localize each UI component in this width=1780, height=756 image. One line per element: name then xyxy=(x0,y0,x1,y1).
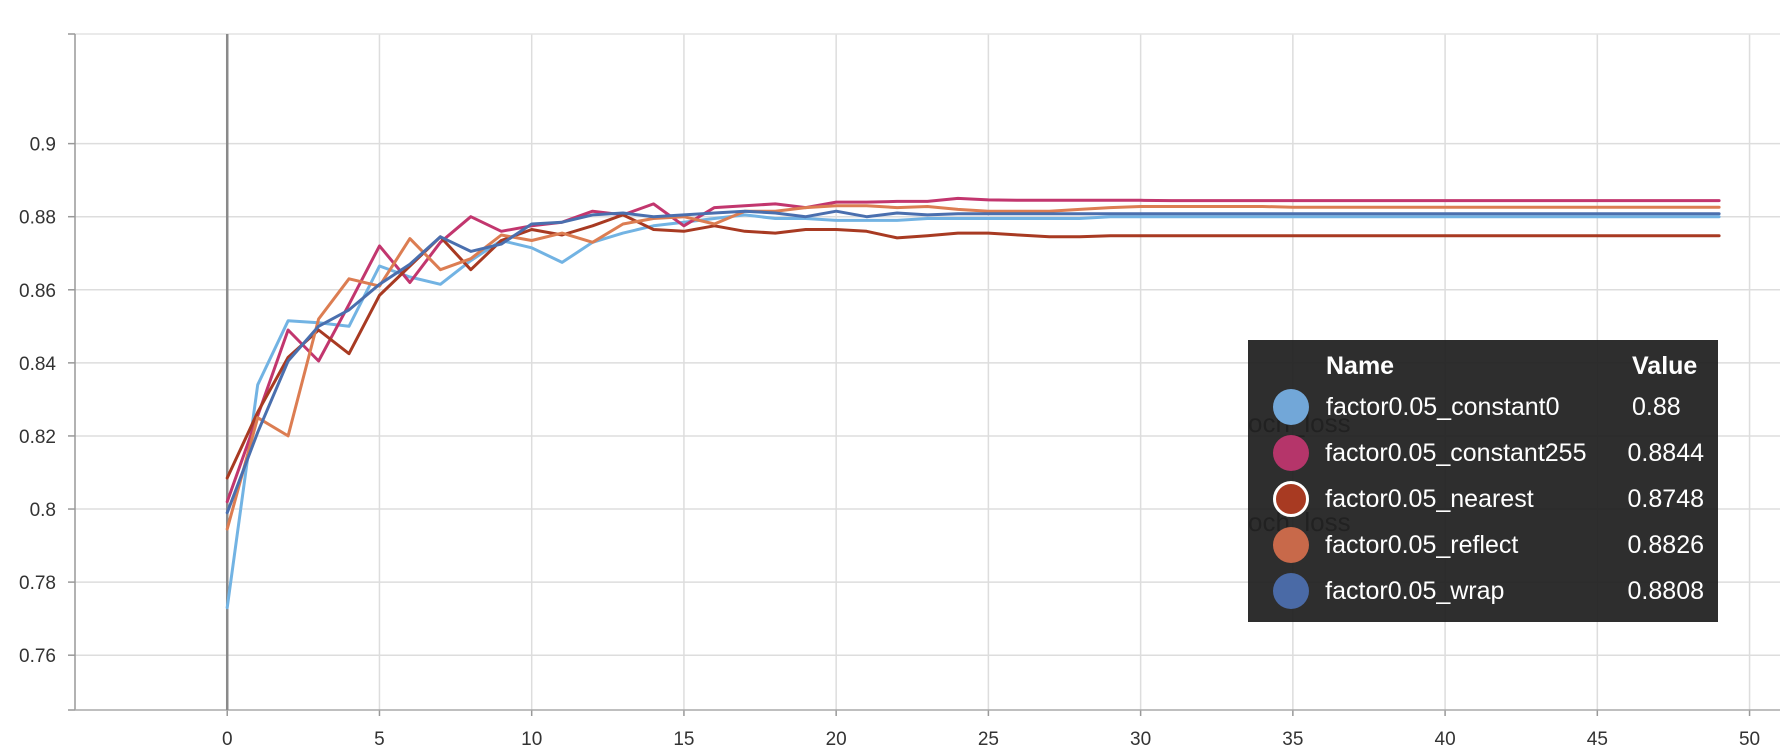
tooltip-row: factor0.05_wrap 0.8808 xyxy=(1256,568,1704,614)
y-tick-label: 0.86 xyxy=(19,281,56,302)
tooltip-series-name: factor0.05_wrap xyxy=(1325,576,1505,605)
y-tick-label: 0.76 xyxy=(19,646,56,667)
series-line-factor0.05_constant0 xyxy=(225,213,1721,610)
series-swatch-icon xyxy=(1273,389,1309,425)
tooltip-row: factor0.05_constant255 0.8844 xyxy=(1256,430,1704,476)
series-swatch-icon xyxy=(1272,481,1309,517)
hover-tooltip: Name Value factor0.05_constant0 0.88 facto… xyxy=(1248,340,1718,622)
tooltip-header-value: Value xyxy=(1632,351,1698,380)
tooltip-series-name: factor0.05_constant0 xyxy=(1326,392,1560,421)
series-swatch-icon xyxy=(1272,573,1309,609)
tooltip-row: factor0.05_reflect 0.8826 xyxy=(1256,522,1704,568)
tooltip-rows: factor0.05_constant0 0.88 factor0.05_const… xyxy=(1256,384,1704,614)
tooltip-swatch-cell xyxy=(1256,435,1325,471)
y-tick-label: 0.9 xyxy=(30,135,56,156)
tooltip-series-value: 0.8826 xyxy=(1627,530,1704,559)
tooltip-row: factor0.05_constant0 0.88 xyxy=(1256,384,1704,430)
x-tick-label: 0 xyxy=(222,729,233,750)
y-tick-label: 0.78 xyxy=(19,573,56,594)
series-line-factor0.05_constant255 xyxy=(225,196,1721,504)
series-line-factor0.05_nearest xyxy=(225,213,1721,480)
y-tick-label: 0.8 xyxy=(30,500,56,521)
tooltip-series-value: 0.88 xyxy=(1632,392,1681,421)
y-tick-label: 0.82 xyxy=(19,427,56,448)
x-tick-label: 40 xyxy=(1435,729,1456,750)
tooltip-series-value: 0.8844 xyxy=(1627,438,1704,467)
x-tick-label: 15 xyxy=(673,729,694,750)
series-swatch-icon xyxy=(1272,527,1309,563)
tooltip-swatch-cell xyxy=(1256,573,1325,609)
x-tick-labels: 0 5 10 15 20 25 30 35 40 45 50 xyxy=(222,729,1760,750)
tooltip-swatch-cell xyxy=(1256,527,1325,563)
x-tick-label: 10 xyxy=(521,729,542,750)
y-tick-label: 0.88 xyxy=(19,208,56,229)
tooltip-series-value: 0.8808 xyxy=(1627,576,1704,605)
series-line-factor0.05_wrap xyxy=(225,209,1721,515)
x-tick-label: 35 xyxy=(1282,729,1303,750)
tooltip-series-name: factor0.05_reflect xyxy=(1325,530,1519,559)
tooltip-series-name: factor0.05_constant255 xyxy=(1325,438,1587,467)
x-tick-label: 25 xyxy=(978,729,999,750)
tooltip-swatch-cell xyxy=(1256,481,1325,517)
series-line-factor0.05_reflect xyxy=(225,204,1721,531)
x-tick-label: 50 xyxy=(1739,729,1760,750)
x-tick-label: 45 xyxy=(1587,729,1608,750)
series-lines xyxy=(225,196,1721,610)
x-tick-label: 20 xyxy=(826,729,847,750)
tooltip-series-value: 0.8748 xyxy=(1627,484,1704,513)
y-tick-label: 0.84 xyxy=(19,354,56,375)
tooltip-row: factor0.05_nearest 0.8748 xyxy=(1256,476,1704,522)
tooltip-header: Name Value xyxy=(1256,348,1704,384)
axes xyxy=(68,33,1780,716)
tooltip-series-name: factor0.05_nearest xyxy=(1325,484,1534,513)
x-tick-label: 5 xyxy=(374,729,385,750)
tooltip-swatch-cell xyxy=(1256,389,1326,425)
y-tick-labels: 0.76 0.78 0.8 0.82 0.84 0.86 0.88 0.9 xyxy=(19,135,56,668)
tooltip-header-name: Name xyxy=(1326,351,1395,380)
series-swatch-icon xyxy=(1272,435,1309,471)
x-tick-label: 30 xyxy=(1130,729,1151,750)
